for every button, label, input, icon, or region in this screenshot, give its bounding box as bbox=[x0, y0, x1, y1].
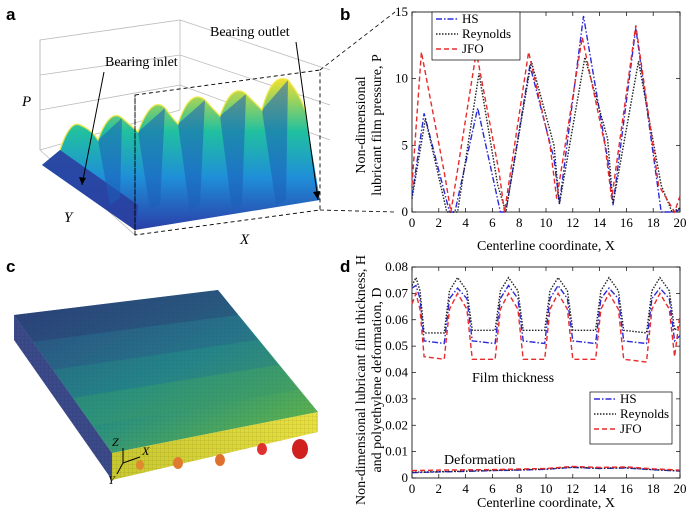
bearing-inlet-label: Bearing inlet bbox=[105, 55, 178, 70]
x-tick-label: 14 bbox=[593, 481, 607, 496]
y-tick-label: 0.02 bbox=[385, 417, 408, 432]
x-tick-label: 20 bbox=[674, 481, 687, 496]
panel-c-mesh-model bbox=[14, 290, 318, 480]
panel-a-surface bbox=[42, 77, 320, 230]
bearing-outlet-arrow bbox=[295, 41, 319, 201]
legend-label: HS bbox=[620, 391, 637, 406]
deformation-label: Deformation bbox=[444, 453, 516, 468]
legend-label: Reynolds bbox=[620, 406, 669, 421]
pressure-spot-1 bbox=[292, 439, 308, 459]
panel-d: d Non-dimensional lubricant film thickne… bbox=[340, 255, 687, 511]
panel-d-label: d bbox=[340, 257, 350, 276]
series-line-reynolds bbox=[411, 57, 681, 213]
x-tick-label: 10 bbox=[540, 215, 553, 230]
pressure-spot-4 bbox=[173, 457, 183, 469]
y-tick-label: 0.01 bbox=[385, 444, 408, 459]
bearing-outlet-label: Bearing outlet bbox=[210, 25, 290, 40]
triad-x-label: X bbox=[141, 444, 150, 458]
y-tick-label: 0.05 bbox=[385, 338, 408, 353]
panel-d-chart: 0 2 4 6 8 10 12 14 16 18 20 0 0.01 0.02 0.03 0.04 0.05 0.… bbox=[385, 259, 686, 496]
series-line-reynolds bbox=[411, 275, 681, 334]
x-tick-label: 12 bbox=[566, 215, 579, 230]
pressure-spot-2 bbox=[257, 443, 267, 455]
y-tick-label: 0.03 bbox=[385, 391, 408, 406]
y-tick-label: 15 bbox=[395, 4, 408, 19]
panel-c-label: c bbox=[6, 257, 15, 276]
panel-b-xlabel: Centerline coordinate, X bbox=[477, 239, 615, 254]
y-tick-label: 0.04 bbox=[385, 365, 408, 380]
y-tick-label: 0.08 bbox=[385, 259, 408, 274]
legend-frame bbox=[589, 391, 673, 445]
triad-z-label: Z bbox=[112, 435, 119, 449]
triad-y-label: Y bbox=[108, 473, 116, 487]
legend-frame bbox=[431, 11, 521, 61]
zoom-connector-bottom bbox=[319, 209, 396, 213]
pressure-spot-3 bbox=[215, 454, 225, 466]
x-tick-label: 8 bbox=[516, 215, 523, 230]
zoom-connector-top bbox=[319, 11, 396, 71]
panel-b-ylabel-line1: Non-dimensional bbox=[354, 76, 369, 173]
x-tick-label: 0 bbox=[409, 215, 416, 230]
y-tick-label: 0 bbox=[402, 470, 409, 485]
panel-b: b Non-dimensional lubricant film pressur… bbox=[340, 4, 687, 254]
x-tick-label: 18 bbox=[647, 215, 660, 230]
legend-label: HS bbox=[462, 11, 479, 26]
panel-c-axis-triad bbox=[116, 448, 141, 475]
axis-p-label: P bbox=[21, 94, 31, 110]
x-tick-label: 0 bbox=[409, 481, 416, 496]
x-tick-label: 2 bbox=[436, 481, 443, 496]
pressure-spot-5 bbox=[136, 460, 144, 470]
panel-a-outlet-region bbox=[134, 69, 321, 236]
x-tick-label: 4 bbox=[462, 481, 469, 496]
y-tick-label: 0.07 bbox=[385, 285, 408, 300]
panel-a-label: a bbox=[6, 5, 16, 24]
series-line-hs bbox=[411, 284, 681, 345]
x-tick-label: 16 bbox=[620, 215, 634, 230]
bearing-inlet-arrow bbox=[81, 71, 105, 186]
series-line-jfo-deformation bbox=[411, 465, 681, 472]
x-tick-label: 14 bbox=[593, 215, 607, 230]
x-tick-label: 8 bbox=[516, 481, 523, 496]
series-line-jfo bbox=[411, 291, 681, 363]
panel-d-ylabel-line1: Non-dimensional lubricant film thickness… bbox=[354, 255, 369, 505]
x-tick-label: 10 bbox=[540, 481, 553, 496]
panel-d-xlabel: Centerline coordinate, X bbox=[477, 496, 615, 511]
legend-label: JFO bbox=[620, 421, 642, 436]
legend-label: Reynolds bbox=[462, 26, 511, 41]
y-tick-label: 10 bbox=[395, 71, 408, 86]
panel-b-ylabel-line2: lubricant film pressure, P bbox=[370, 54, 385, 196]
panel-d-ylabel-line2: and polyethylene deformation, D bbox=[370, 287, 385, 472]
x-tick-label: 6 bbox=[489, 215, 496, 230]
panel-a: a Bearing inlet bbox=[6, 5, 396, 248]
y-tick-label: 0 bbox=[402, 204, 409, 219]
panel-b-label: b bbox=[340, 5, 350, 24]
x-tick-label: 18 bbox=[647, 481, 660, 496]
series-line-reynolds-deformation bbox=[411, 466, 681, 473]
bearing-outlet-arrowhead bbox=[313, 191, 320, 200]
x-tick-label: 12 bbox=[566, 481, 579, 496]
x-tick-label: 16 bbox=[620, 481, 634, 496]
x-tick-label: 20 bbox=[674, 215, 687, 230]
film-thickness-label: Film thickness bbox=[472, 371, 554, 386]
series-line-jfo bbox=[411, 25, 681, 214]
panel-c: c Z X bbox=[6, 257, 318, 487]
y-tick-label: 5 bbox=[402, 137, 409, 152]
x-tick-label: 4 bbox=[462, 215, 469, 230]
bearing-inlet-arrowhead bbox=[79, 177, 86, 185]
x-tick-label: 6 bbox=[489, 481, 496, 496]
x-tick-label: 2 bbox=[436, 215, 443, 230]
y-tick-label: 0.06 bbox=[385, 312, 408, 327]
axis-y-label: Y bbox=[64, 210, 74, 226]
legend-label: JFO bbox=[462, 41, 484, 56]
axis-x-label: X bbox=[239, 232, 250, 248]
